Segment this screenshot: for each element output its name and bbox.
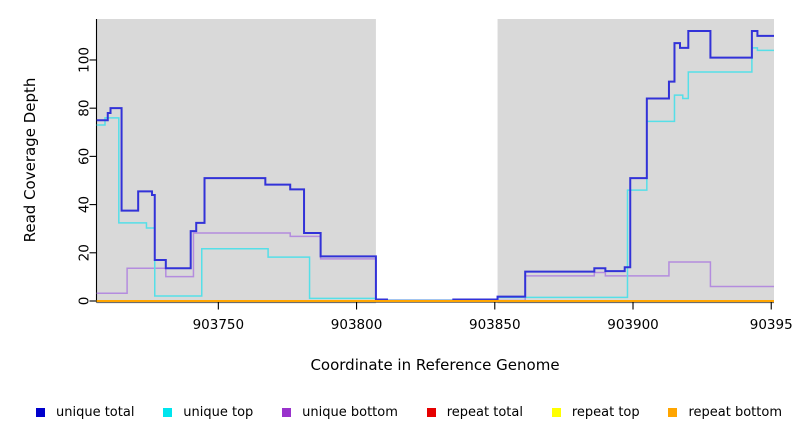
legend-label: unique bottom [302,404,398,420]
plot-background-region [96,19,376,304]
legend-item-repeat-top: repeat top [551,404,640,420]
x-axis-tick-label: 903750 [193,317,245,333]
x-axis-tick-label: 90395 [750,317,792,333]
x-axis-title: Coordinate in Reference Genome [310,356,560,374]
x-axis-tick-label: 903900 [607,317,659,333]
legend-swatch-repeat-bottom [668,407,678,417]
y-axis-tick-label: 100 [77,47,93,73]
coverage-plot: 0 20 40 60 80 100 903750 903800 903850 903900 9039… [76,19,792,333]
legend-swatch-unique-total [36,407,45,417]
y-axis-tick-label: 20 [76,244,92,261]
x-axis-tick-label: 903850 [469,317,521,333]
legend-swatch-unique-top [163,407,173,417]
x-axis-tick-label: 903800 [331,317,383,333]
y-axis-title: Read Coverage Depth [21,77,39,243]
y-axis-tick-label: 40 [77,196,93,213]
legend-item-repeat-bottom: repeat bottom [668,405,782,420]
legend-item-repeat-total: repeat total [426,404,523,420]
y-axis-tick-label: 0 [77,297,93,306]
legend-item-unique-total: unique total [36,405,134,420]
legend-label: unique total [56,404,135,420]
legend-label: repeat top [571,404,640,420]
y-axis-tick-label: 60 [77,148,93,165]
y-axis-tick-label: 80 [77,100,93,117]
legend-item-unique-bottom: unique bottom [282,405,398,420]
legend-swatch-repeat-total [426,407,436,417]
legend-label: repeat bottom [688,404,782,420]
legend-label: repeat total [446,404,523,420]
legend-item-unique-top: unique top [163,405,253,420]
legend-swatch-repeat-top [551,407,561,417]
legend: unique total unique top unique bottom repea… [36,402,782,422]
plot-background-region [497,19,774,304]
legend-swatch-unique-bottom [282,407,292,417]
legend-label: unique top [183,404,254,420]
